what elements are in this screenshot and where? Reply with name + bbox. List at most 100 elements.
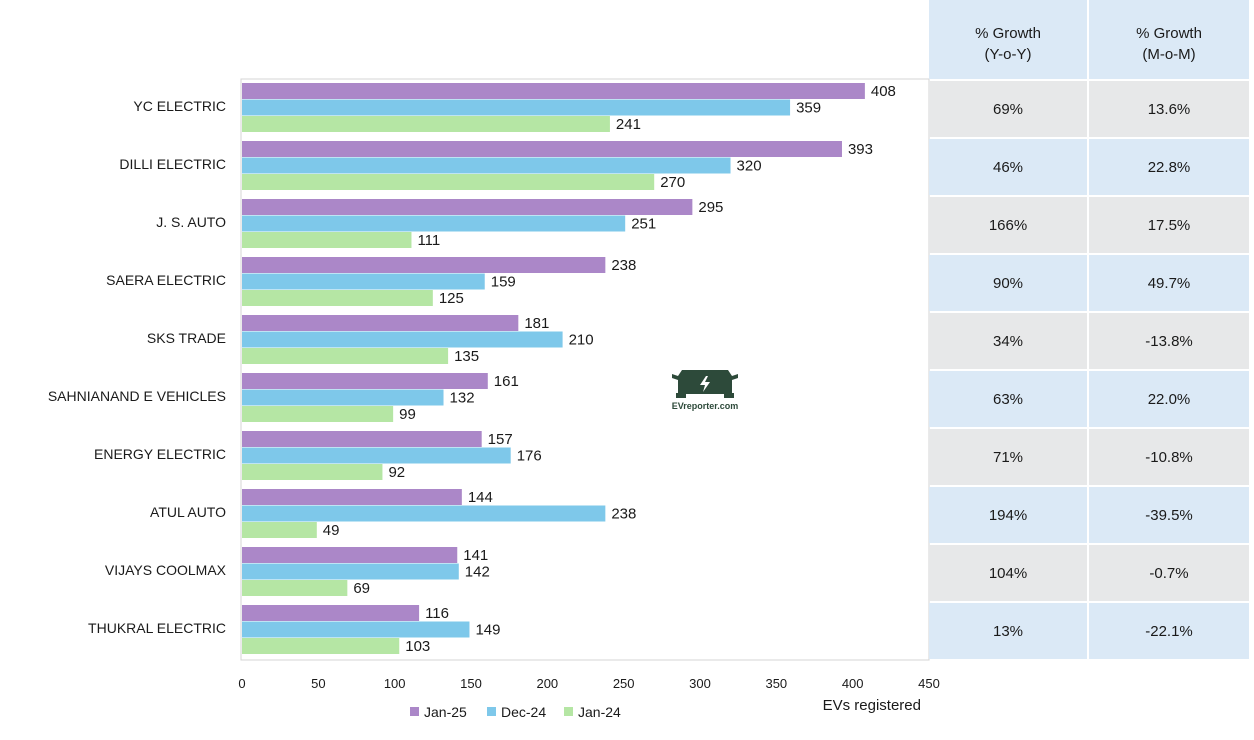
plot-frame	[240, 78, 930, 661]
data-label: 241	[616, 116, 641, 133]
table-cell-value: 63%	[993, 391, 1023, 408]
table-cell-value: -13.8%	[1145, 333, 1193, 350]
data-label: 103	[405, 638, 430, 655]
table-header-cell	[1089, 0, 1249, 79]
bar-jan-25	[242, 605, 420, 621]
x-tick-label: 400	[842, 676, 864, 691]
table-cell-value: 69%	[993, 101, 1023, 118]
data-label: 393	[848, 141, 873, 158]
bar-jan-25	[242, 547, 458, 563]
bar-jan-25	[242, 489, 462, 505]
x-tick-label: 100	[384, 676, 406, 691]
data-label: 408	[871, 83, 896, 100]
x-tick-label: 350	[765, 676, 787, 691]
bar-dec-24	[242, 447, 511, 464]
table-cell	[1089, 487, 1249, 543]
table-header-line2: (M-o-M)	[1142, 46, 1195, 63]
table-cell	[929, 603, 1087, 659]
x-tick-label: 450	[918, 676, 940, 691]
legend-entry: Jan-25	[424, 704, 467, 720]
bar-jan-25	[242, 257, 606, 273]
table-cell-value: -10.8%	[1145, 449, 1193, 466]
table-cell-value: 71%	[993, 449, 1023, 466]
table-cell	[929, 313, 1087, 369]
bar-jan-25	[242, 83, 865, 99]
bar-dec-24	[242, 99, 791, 116]
bar-jan-24	[242, 638, 400, 654]
data-label: 149	[475, 622, 500, 639]
x-tick-label: 200	[536, 676, 558, 691]
legend-entry: Dec-24	[501, 704, 546, 720]
table-cell-value: 13.6%	[1148, 101, 1191, 118]
x-tick-label: 150	[460, 676, 482, 691]
table-cell	[1089, 429, 1249, 485]
table-cell-value: 22.0%	[1148, 391, 1191, 408]
data-label: 144	[468, 489, 493, 506]
bar-dec-24	[242, 389, 444, 406]
bar-jan-24	[242, 232, 412, 248]
category-label: SKS TRADE	[147, 330, 226, 346]
category-label: ENERGY ELECTRIC	[94, 446, 226, 462]
table-cell	[929, 197, 1087, 253]
legend-entry: Jan-24	[578, 704, 621, 720]
data-label: 295	[698, 199, 723, 216]
data-label: 159	[491, 274, 516, 291]
growth-table: % Growth (Y-o-Y) % Growth (M-o-M) 69% 13.6% 46…	[929, 0, 1249, 659]
table-cell-value: -39.5%	[1145, 507, 1193, 524]
data-label: 320	[737, 158, 762, 175]
x-axis-label: EVs registered	[823, 697, 921, 714]
table-cell-value: 34%	[993, 333, 1023, 350]
data-label: 251	[631, 216, 656, 233]
table-header-line1: % Growth	[975, 25, 1041, 42]
category-label: VIJAYS COOLMAX	[105, 562, 227, 578]
table-header-line1: % Growth	[1136, 25, 1202, 42]
table-cell-value: 17.5%	[1148, 217, 1191, 234]
data-label: 161	[494, 373, 519, 390]
table-cell	[1089, 545, 1249, 601]
bar-jan-24	[242, 290, 433, 306]
table-cell	[929, 81, 1087, 137]
table-header-cell	[929, 0, 1087, 79]
table-cell	[929, 429, 1087, 485]
table-cell	[1089, 255, 1249, 311]
bar-jan-25	[242, 199, 693, 215]
bar-dec-24	[242, 273, 485, 290]
data-label: 142	[465, 564, 490, 581]
data-label: 270	[660, 174, 685, 191]
data-label: 132	[450, 390, 475, 407]
table-cell-value: -0.7%	[1149, 565, 1188, 582]
data-label: 238	[611, 257, 636, 274]
legend-swatch	[410, 707, 419, 716]
table-cell	[1089, 313, 1249, 369]
bar-jan-24	[242, 522, 317, 538]
bar-dec-24	[242, 215, 626, 232]
data-label: 181	[524, 315, 549, 332]
data-label: 359	[796, 100, 821, 117]
table-cell-value: 104%	[989, 565, 1027, 582]
category-label: ATUL AUTO	[150, 504, 226, 520]
data-label: 69	[353, 580, 370, 597]
category-label: THUKRAL ELECTRIC	[88, 620, 226, 636]
data-label: 210	[569, 332, 594, 349]
data-label: 92	[388, 464, 405, 481]
data-label: 116	[425, 605, 449, 622]
table-cell	[1089, 197, 1249, 253]
table-cell	[929, 255, 1087, 311]
watermark-text: EVreporter.com	[672, 401, 739, 411]
table-cell-value: 166%	[989, 217, 1027, 234]
data-label: 157	[488, 431, 513, 448]
table-cell	[929, 139, 1087, 195]
x-tick-label: 50	[311, 676, 325, 691]
bar-dec-24	[242, 563, 459, 580]
table-cell-value: -22.1%	[1145, 623, 1193, 640]
bar-jan-24	[242, 406, 394, 422]
table-cell	[929, 371, 1087, 427]
table-header-line2: (Y-o-Y)	[985, 46, 1032, 63]
legend-swatch	[564, 707, 573, 716]
table-cell-value: 90%	[993, 275, 1023, 292]
car-icon	[672, 370, 738, 398]
table-cell	[1089, 371, 1249, 427]
bar-jan-25	[242, 141, 842, 157]
category-label: J. S. AUTO	[156, 214, 226, 230]
